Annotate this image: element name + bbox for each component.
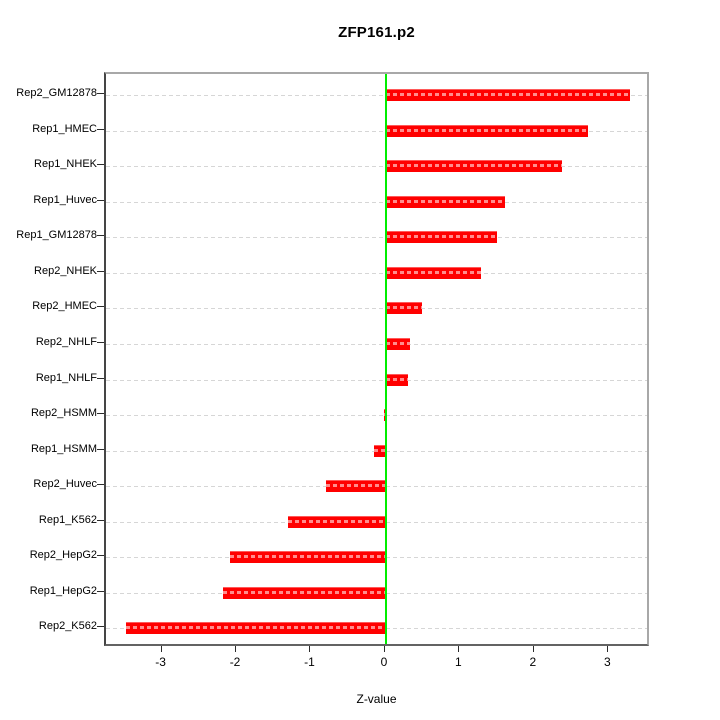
y-axis-label-Rep1_Huvec: Rep1_Huvec [33, 193, 97, 206]
bar-dash-texture [385, 377, 409, 381]
y-axis-label-Rep1_HepG2: Rep1_HepG2 [29, 584, 97, 597]
y-axis-label-Rep2_GM12878: Rep2_GM12878 [16, 87, 97, 100]
y-axis-tick [97, 270, 104, 272]
y-axis-label-Rep1_NHEK: Rep1_NHEK [34, 158, 97, 171]
grid-line [106, 272, 647, 274]
zero-line [384, 74, 387, 644]
bar-Rep2_NHEK [385, 266, 482, 279]
x-tick-label--2: -2 [229, 655, 241, 669]
bar-Rep1_HepG2 [222, 586, 386, 599]
grid-line [106, 95, 647, 97]
bar-dash-texture [385, 164, 563, 168]
bar-dash-texture [383, 413, 386, 417]
y-axis-tick [97, 306, 104, 308]
x-tick-label--3: -3 [155, 655, 166, 669]
y-axis-label-Rep1_GM12878: Rep1_GM12878 [16, 229, 97, 242]
bar-dash-texture [385, 93, 631, 97]
bar-Rep2_HSMM [383, 409, 386, 422]
y-axis-tick [97, 199, 104, 201]
y-axis-tick [97, 164, 104, 166]
y-axis-tick [97, 235, 104, 237]
bar-dash-texture [385, 270, 482, 274]
y-axis-label-Rep1_K562: Rep1_K562 [38, 513, 97, 526]
y-axis-tick [97, 128, 104, 130]
x-axis-tick [383, 646, 385, 652]
bar-dash-texture [385, 235, 497, 239]
grid-line [106, 415, 647, 417]
y-axis-tick [97, 93, 104, 95]
bar-Rep2_HepG2 [229, 551, 386, 564]
y-axis-label-Rep2_K562: Rep2_K562 [38, 620, 97, 633]
y-axis-tick [97, 519, 104, 521]
y-axis-label-Rep2_NHEK: Rep2_NHEK [34, 264, 97, 277]
bar-dash-texture [287, 519, 386, 523]
bar-Rep1_NHLF [385, 373, 409, 386]
x-axis-tick [458, 646, 460, 652]
bar-dash-texture [374, 448, 386, 452]
bar-dash-texture [229, 555, 386, 559]
y-axis-label-Rep2_HMEC: Rep2_HMEC [32, 300, 97, 313]
bar-Rep1_HMEC [385, 124, 588, 137]
x-axis-tick [160, 646, 162, 652]
bar-dash-texture [325, 484, 386, 488]
grid-line [106, 130, 647, 132]
grid-line [106, 237, 647, 239]
x-tick-label-3: 3 [603, 655, 611, 669]
x-tick-label-2: 2 [529, 655, 537, 669]
y-axis-tick [97, 377, 104, 379]
y-axis-tick [97, 342, 104, 343]
y-axis-tick [97, 484, 104, 486]
y-axis-label-Rep2_Huvec: Rep2_Huvec [33, 478, 97, 491]
grid-line [106, 201, 647, 203]
y-axis-tick [97, 590, 104, 592]
bar-Rep1_Huvec [385, 195, 506, 208]
bar-Rep2_NHLF [385, 338, 410, 350]
y-axis-label-Rep2_NHLF: Rep2_NHLF [35, 336, 97, 348]
bar-Rep1_K562 [287, 515, 386, 528]
y-axis-tick [97, 413, 104, 415]
grid-line [106, 344, 647, 345]
x-axis-tick [607, 646, 609, 652]
x-axis-title: Z-value [356, 692, 397, 706]
bar-Rep2_Huvec [325, 480, 386, 493]
bar-Rep1_NHEK [385, 160, 563, 173]
x-tick-label-1: 1 [455, 655, 462, 669]
bar-Rep2_HMEC [385, 302, 423, 315]
x-axis-tick [309, 646, 311, 652]
bar-dash-texture [385, 342, 410, 345]
x-axis-tick [532, 646, 534, 652]
bar-dash-texture [385, 306, 423, 310]
y-axis-tick [97, 448, 104, 450]
x-tick-label-0: 0 [380, 655, 388, 669]
grid-line [106, 166, 647, 168]
bar-dash-texture [385, 199, 506, 203]
bar-dash-texture [385, 128, 588, 132]
y-axis-tick [97, 555, 104, 557]
y-axis-label-Rep1_HSMM: Rep1_HSMM [30, 442, 97, 455]
x-axis-tick [235, 646, 237, 652]
plot-area [104, 72, 649, 646]
y-axis-label-Rep2_HSMM: Rep2_HSMM [30, 407, 97, 420]
bar-Rep1_GM12878 [385, 231, 497, 244]
bar-dash-texture [222, 590, 386, 594]
bar-dash-texture [126, 626, 386, 630]
y-axis-tick [97, 626, 104, 628]
bar-Rep2_GM12878 [385, 89, 631, 102]
y-axis-label-Rep1_HMEC: Rep1_HMEC [32, 122, 97, 135]
y-axis-label-Rep2_HepG2: Rep2_HepG2 [29, 549, 97, 562]
grid-line [106, 379, 647, 381]
x-tick-label--1: -1 [304, 655, 315, 669]
grid-line [106, 308, 647, 310]
bar-Rep2_K562 [126, 622, 386, 635]
chart-title: ZFP161.p2 [338, 24, 415, 41]
y-axis-label-Rep1_NHLF: Rep1_NHLF [35, 371, 97, 384]
bar-Rep1_HSMM [374, 444, 386, 457]
